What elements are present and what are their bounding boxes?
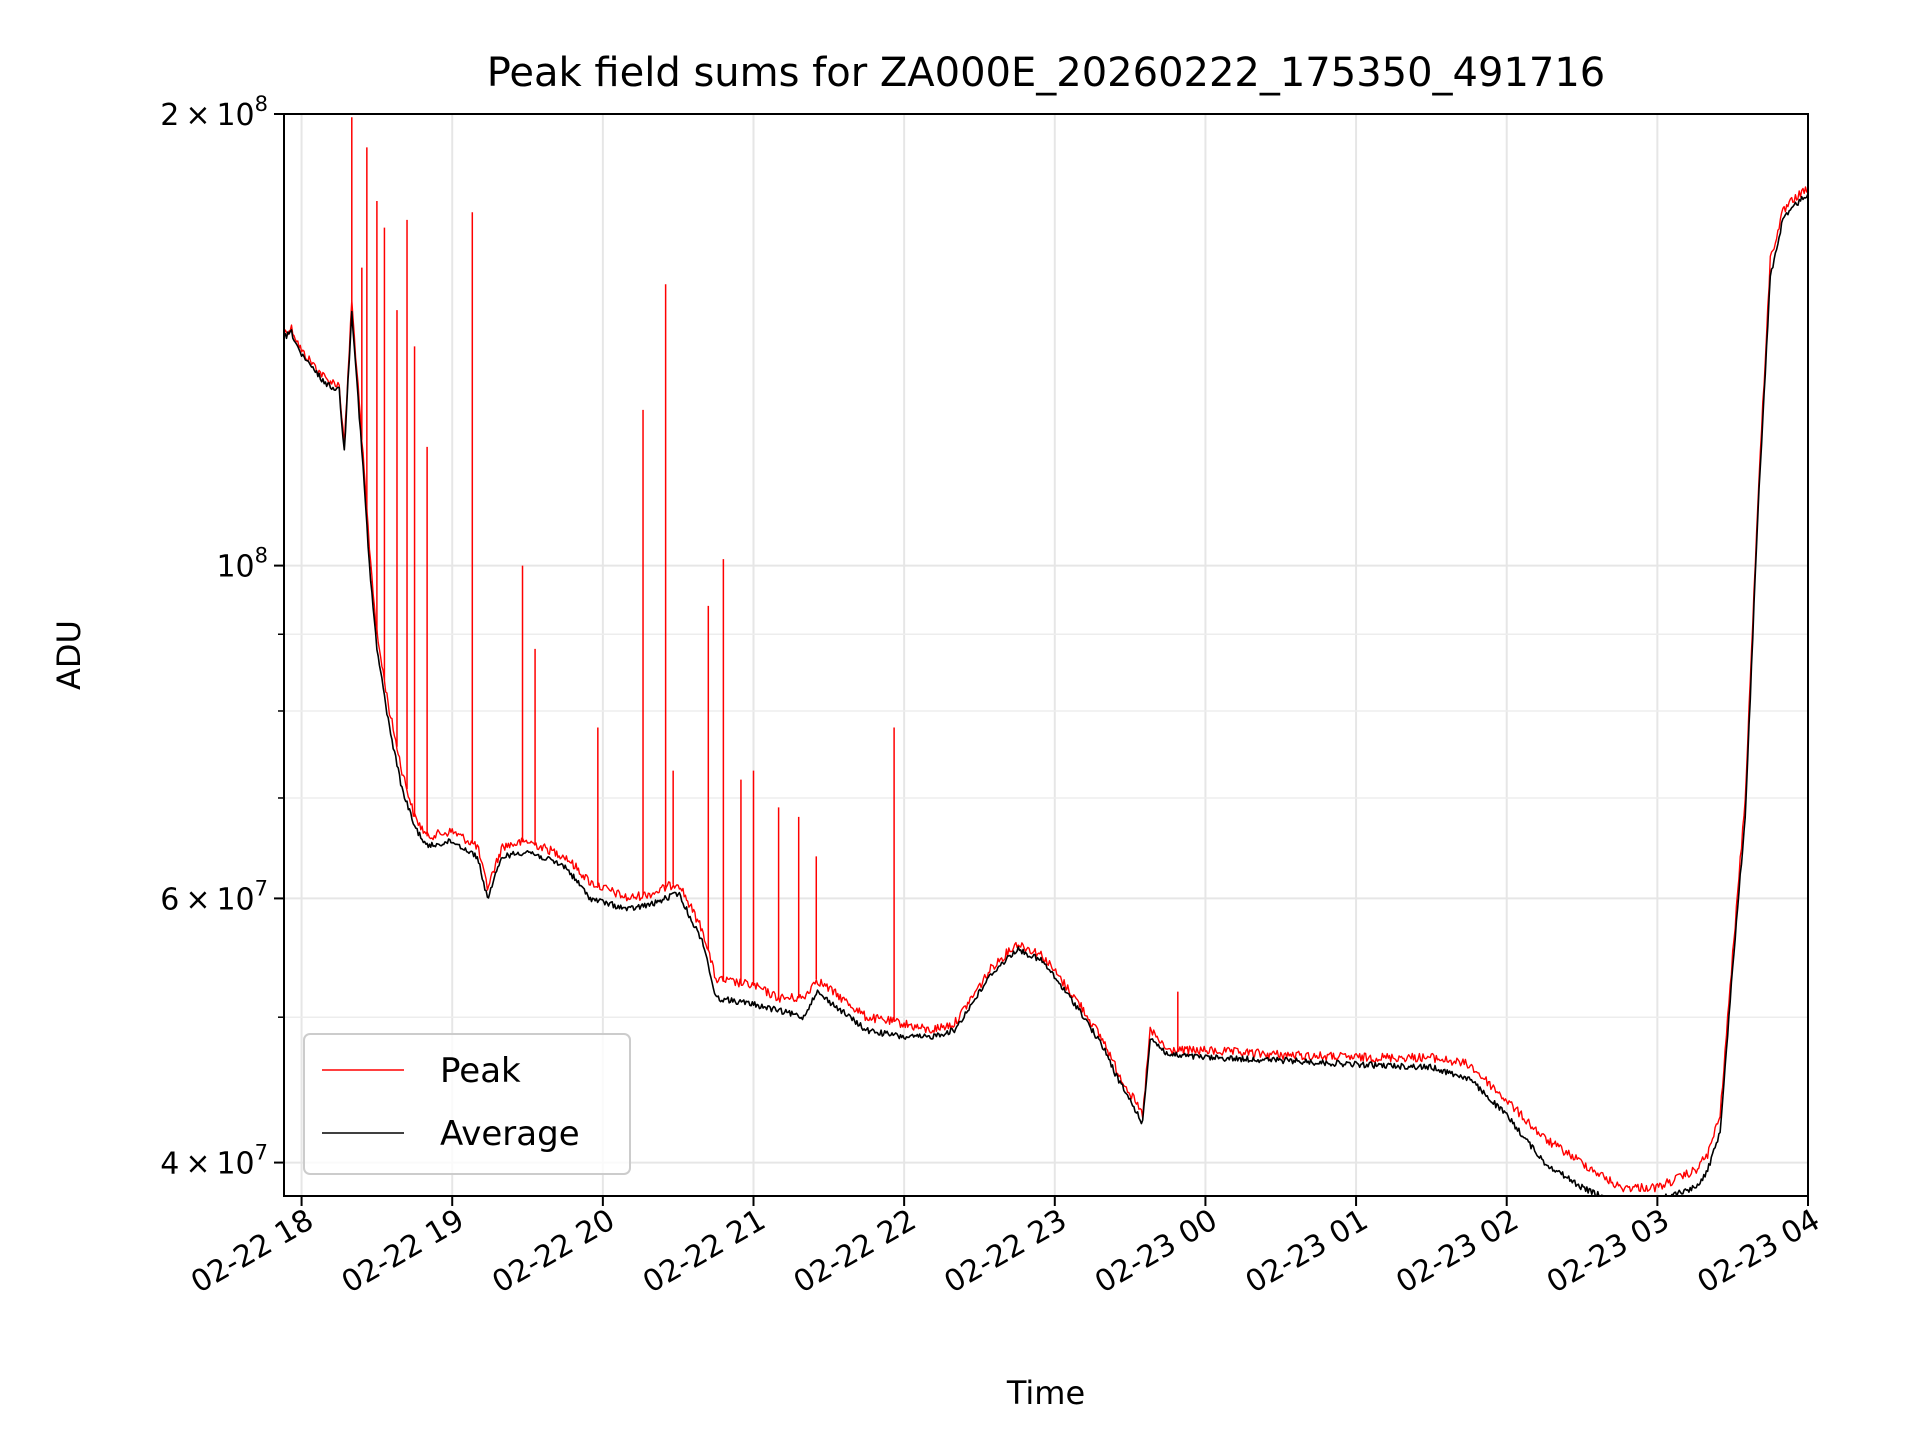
legend: Peak Average (303, 1033, 631, 1175)
legend-box (303, 1033, 631, 1175)
y-tick-label: 108 (216, 544, 268, 585)
chart-title: Peak field sums for ZA000E_20260222_1753… (487, 50, 1606, 96)
series-line-average (284, 193, 1808, 1196)
legend-label-peak: Peak (440, 1051, 521, 1091)
y-tick-label: 2 × 108 (160, 92, 268, 133)
y-axis: 4 × 107 6 × 107 108 2 × 108 (160, 92, 284, 1182)
series-layer (284, 117, 1808, 1196)
series-line-peak (284, 186, 1808, 1193)
y-tick-label: 4 × 107 (160, 1141, 268, 1182)
legend-label-average: Average (440, 1114, 580, 1154)
plot-frame (283, 113, 1809, 1197)
x-axis-label: Time (1006, 1374, 1085, 1412)
y-tick-label: 6 × 107 (160, 876, 268, 917)
y-axis-label: ADU (50, 620, 88, 690)
